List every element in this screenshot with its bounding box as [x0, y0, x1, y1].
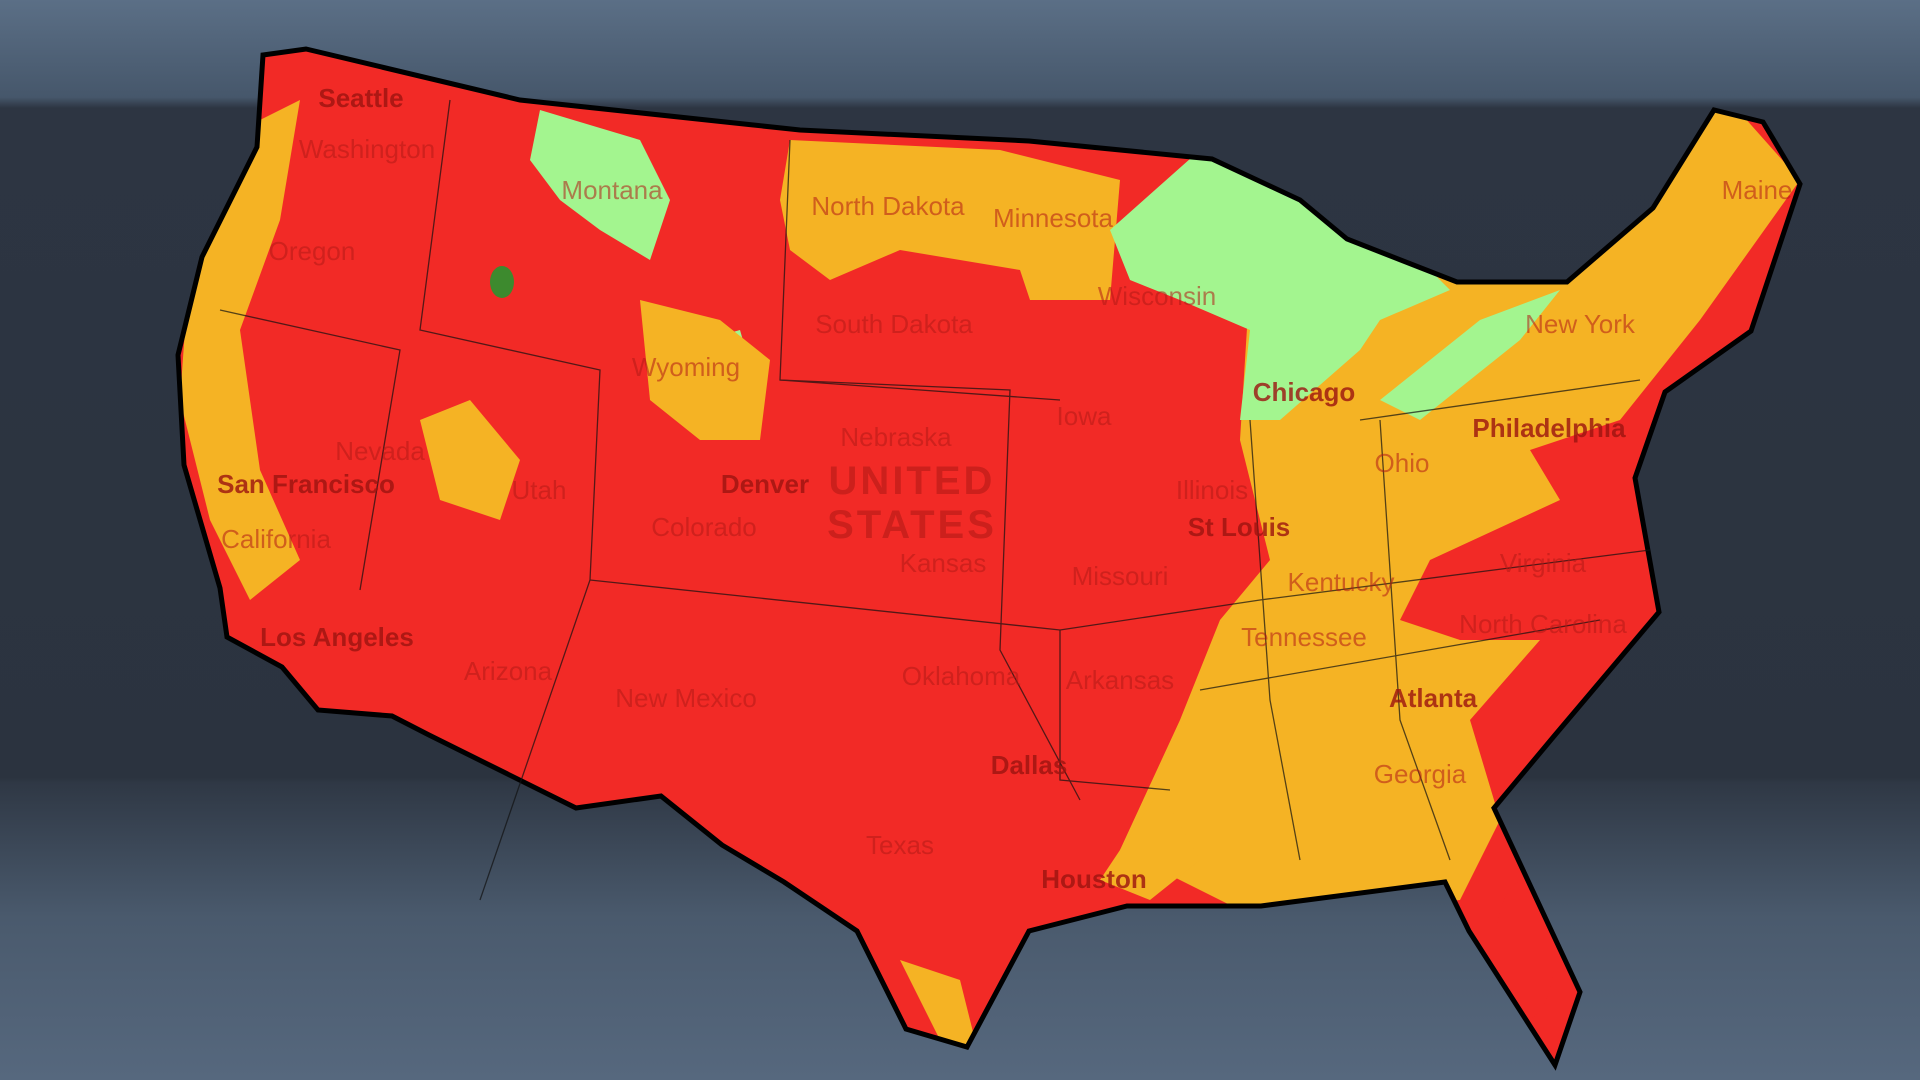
city-label: Denver [721, 469, 809, 499]
state-label: Maine [1722, 175, 1793, 205]
region-lowest-idaho [490, 266, 514, 298]
region-low-northwest [530, 110, 670, 260]
map-labels: UNITED STATES Washington Oregon Montana … [217, 83, 1792, 894]
country-label-line1: UNITED [829, 459, 996, 503]
state-label: Texas [866, 830, 934, 860]
region-low-great-lakes [1110, 150, 1450, 420]
state-label: Arkansas [1066, 665, 1174, 695]
state-label: Colorado [651, 512, 757, 542]
state-label: New York [1525, 309, 1636, 339]
city-label: Seattle [318, 83, 403, 113]
state-label: Kentucky [1288, 567, 1395, 597]
state-label: Illinois [1176, 475, 1248, 505]
state-label: Arizona [464, 656, 553, 686]
city-label: Chicago [1253, 377, 1356, 407]
state-label: Wisconsin [1098, 281, 1216, 311]
state-label: Virginia [1500, 548, 1587, 578]
state-label: Oregon [269, 236, 356, 266]
state-label: Nebraska [840, 422, 952, 452]
region-low-ontario [1380, 290, 1560, 420]
city-label: Los Angeles [260, 622, 414, 652]
city-label: Philadelphia [1472, 413, 1626, 443]
state-label: North Dakota [811, 191, 965, 221]
state-label: Nevada [335, 436, 425, 466]
state-label: Missouri [1072, 561, 1169, 591]
city-label: Atlanta [1389, 683, 1478, 713]
region-moderate-south-texas [900, 960, 980, 1060]
state-label: Washington [299, 134, 435, 164]
state-label: South Dakota [815, 309, 973, 339]
city-label: Houston [1041, 864, 1146, 894]
region-moderate-north [780, 140, 1120, 300]
state-label: Wyoming [632, 352, 740, 382]
state-label: Utah [512, 475, 567, 505]
region-moderate-utah [420, 400, 520, 520]
region-moderate-texas-coast [1100, 790, 1200, 900]
state-label: Ohio [1375, 448, 1430, 478]
state-label: California [221, 524, 331, 554]
city-label: St Louis [1188, 512, 1291, 542]
state-label: New Mexico [615, 683, 757, 713]
region-high-florida [1495, 880, 1555, 1020]
city-label: Dallas [991, 750, 1068, 780]
state-label: North Carolina [1459, 609, 1627, 639]
region-moderate-wyoming [640, 300, 770, 440]
state-borders [219, 99, 1651, 901]
country-label-line2: STATES [827, 503, 997, 547]
state-label: Iowa [1057, 401, 1112, 431]
state-label: Georgia [1374, 759, 1467, 789]
state-label: Minnesota [993, 203, 1113, 233]
state-label: Tennessee [1241, 622, 1367, 652]
state-label: Montana [561, 175, 663, 205]
city-label: San Francisco [217, 469, 395, 499]
state-label: Kansas [900, 548, 987, 578]
state-label: Oklahoma [902, 661, 1021, 691]
